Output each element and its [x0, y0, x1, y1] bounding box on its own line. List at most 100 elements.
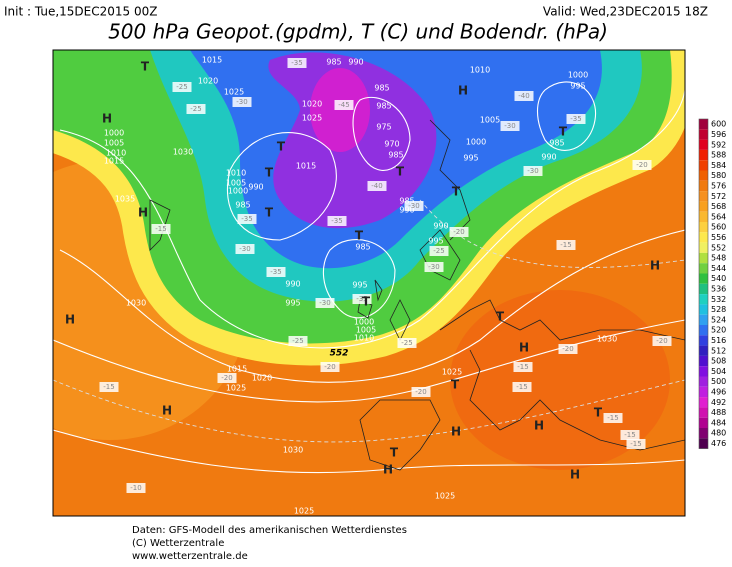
- temperature-label: -15: [155, 225, 166, 233]
- temperature-label: -35: [241, 215, 252, 223]
- colorbar-label: 524: [711, 315, 726, 324]
- colorbar-label: 576: [711, 181, 726, 190]
- colorbar-swatch: [699, 149, 708, 161]
- pressure-label: 985: [326, 58, 341, 67]
- pressure-label: 1025: [435, 492, 455, 501]
- contour-label: 552: [330, 349, 349, 359]
- temperature-box: [603, 413, 623, 423]
- temperature-box: [449, 227, 469, 237]
- temperature-box: [566, 114, 586, 124]
- pressure-center: T: [390, 446, 399, 460]
- colorbar-label: 592: [711, 140, 726, 149]
- init-time: Init : Tue,15DEC2015 00Z: [4, 5, 157, 19]
- colorbar-label: 556: [711, 233, 726, 242]
- temperature-label: -35: [270, 268, 281, 276]
- colorbar-swatch: [699, 191, 708, 202]
- pressure-label: 1015: [227, 365, 247, 374]
- isobar: [322, 239, 396, 319]
- temperature-label: -15: [103, 383, 114, 391]
- temperature-label: -35: [291, 59, 302, 67]
- colorbar-swatch: [699, 283, 708, 295]
- colorbar-swatch: [699, 386, 708, 398]
- colorbar-label: 568: [711, 202, 726, 211]
- pressure-label: 990: [248, 183, 263, 192]
- pressure-label: 995: [570, 82, 585, 91]
- temperature-box: [327, 216, 347, 226]
- temperature-box: [620, 430, 640, 440]
- pressure-label: 1010: [470, 66, 490, 75]
- temperature-label: -20: [415, 388, 426, 396]
- temperature-box: [287, 58, 307, 68]
- colorbar-label: 580: [711, 171, 726, 180]
- colorbar-swatch: [699, 160, 708, 171]
- temperature-box: [334, 100, 354, 110]
- temperature-box: [99, 382, 119, 392]
- pressure-label: 1000: [568, 71, 588, 80]
- pressure-label: 995: [285, 299, 300, 308]
- colorbar-swatch: [699, 201, 708, 212]
- pressure-center: T: [141, 60, 150, 74]
- colorbar-label: 520: [711, 326, 726, 335]
- pressure-label: 990: [348, 58, 363, 67]
- temperature-box: [523, 166, 543, 176]
- colorbar-label: 560: [711, 223, 726, 232]
- temperature-label: -30: [527, 167, 538, 175]
- pressure-center: H: [138, 206, 148, 220]
- temperature-box: [151, 224, 171, 234]
- pressure-center: T: [496, 310, 505, 324]
- colorbar-label: 588: [711, 151, 726, 160]
- colorbar-swatch: [699, 335, 708, 346]
- pressure-label: 1015: [104, 157, 124, 166]
- pressure-label: 985: [376, 102, 391, 111]
- colorbar-swatch: [699, 252, 708, 264]
- temperature-line: [53, 379, 685, 443]
- pressure-center: T: [355, 229, 364, 243]
- temperature-box: [186, 104, 206, 114]
- colorbar-label: 564: [711, 212, 726, 221]
- colorbar-swatch: [699, 139, 708, 150]
- colorbar-swatch: [699, 242, 708, 253]
- pressure-center: T: [396, 165, 405, 179]
- colorbar-swatch: [699, 180, 708, 192]
- temperature-label: -40: [518, 92, 529, 100]
- temperature-label: -35: [570, 115, 581, 123]
- pressure-label: 1030: [126, 299, 146, 308]
- pressure-label: 985: [388, 151, 403, 160]
- pressure-label: 1000: [104, 129, 124, 138]
- temperature-label: -25: [292, 337, 303, 345]
- colorbar-swatch: [699, 345, 708, 356]
- colorbar-swatch: [699, 129, 708, 140]
- pressure-label: 975: [376, 123, 391, 132]
- pressure-center: H: [451, 425, 461, 439]
- pressure-label: 985: [355, 243, 370, 252]
- colorbar-swatch: [699, 273, 708, 284]
- pressure-label: 1005: [226, 179, 246, 188]
- colorbar-swatch: [699, 407, 708, 418]
- pressure-center: T: [594, 406, 603, 420]
- pressure-label: 1035: [115, 195, 135, 204]
- pressure-center: H: [570, 468, 580, 482]
- colorbar-label: 516: [711, 336, 726, 345]
- colorbar-swatch: [699, 263, 708, 274]
- temperature-box: [235, 244, 255, 254]
- pressure-label: 1010: [354, 334, 374, 343]
- temperature-box: [556, 240, 576, 250]
- temperature-label: -15: [607, 414, 618, 422]
- colorbar-swatch: [699, 417, 708, 428]
- temperature-label: -15: [517, 363, 528, 371]
- pressure-label: 995: [428, 237, 443, 246]
- colorbar-swatch: [699, 314, 708, 325]
- pressure-center: H: [102, 112, 112, 126]
- pressure-center: H: [65, 313, 75, 327]
- temperature-label: -15: [560, 241, 571, 249]
- colorbar-label: 572: [711, 192, 726, 201]
- pressure-label: 1005: [104, 139, 124, 148]
- temperature-box: [500, 121, 520, 131]
- colorbar-label: 492: [711, 398, 726, 407]
- temperature-label: -30: [239, 245, 250, 253]
- colorbar-label: 532: [711, 295, 726, 304]
- temperature-box: [512, 382, 532, 392]
